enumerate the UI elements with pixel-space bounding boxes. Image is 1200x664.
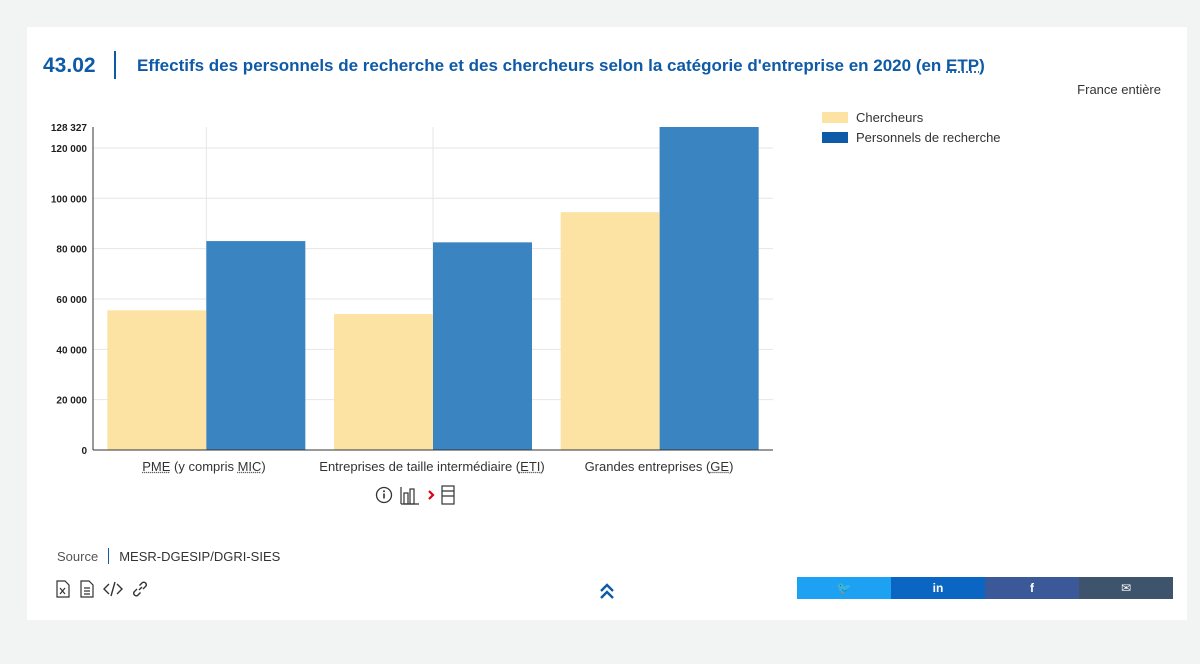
chart-title: Effectifs des personnels de recherche et… <box>137 56 985 76</box>
double-chevron-up-icon <box>598 583 616 604</box>
share-facebook-button[interactable]: f <box>985 577 1079 599</box>
share-linkedin-button[interactable]: in <box>891 577 985 599</box>
x-tick-label-eti: Entreprises de taille intermédiaire (ETI… <box>319 459 545 474</box>
bar-chart: 0 20 000 40 000 60 000 80 000 100 000 120 000 1… <box>51 123 773 457</box>
source-value: MESR-DGESIP/DGRI-SIES <box>119 548 281 564</box>
legend-label-personnels: Personnels de recherche <box>856 129 1001 145</box>
y-tick-label-5: 100 000 <box>51 194 88 205</box>
title-end: ) <box>979 56 985 75</box>
legend-label-chercheurs: Chercheurs <box>856 109 924 125</box>
bar-personnels-0 <box>206 241 306 450</box>
toggle-chevron-icon <box>427 489 435 501</box>
legend-swatch-personnels <box>822 131 848 143</box>
document-icon[interactable] <box>79 580 95 598</box>
chart-code: 43.02 <box>43 54 96 77</box>
y-tick-label-1: 20 000 <box>56 396 87 407</box>
x-tick-label-ge: Grandes entreprises (GE) <box>584 459 734 474</box>
share-bar: 🐦 in f ✉ <box>797 577 1173 599</box>
share-twitter-button[interactable]: 🐦 <box>797 577 891 599</box>
source-separator <box>108 548 110 564</box>
legend-swatch-chercheurs <box>822 111 848 123</box>
x-abbr-eti: ETI <box>520 459 541 474</box>
email-icon: ✉ <box>1120 581 1132 595</box>
bar-chercheurs-2 <box>560 212 660 450</box>
y-tick-label-3: 60 000 <box>56 295 87 306</box>
view-toggle <box>375 485 455 505</box>
y-tick-label-4: 80 000 <box>56 245 87 256</box>
header-separator <box>114 51 116 79</box>
bar-chercheurs-1 <box>334 314 433 450</box>
title-abbr: ETP <box>946 56 980 75</box>
x-abbr-mic: MIC <box>237 459 262 474</box>
y-tick-label-6: 120 000 <box>51 144 88 155</box>
y-tick-label-2: 40 000 <box>56 345 87 356</box>
legend-item-personnels[interactable]: Personnels de recherche <box>822 127 1001 147</box>
link-icon[interactable] <box>131 580 149 598</box>
legend: Chercheurs Personnels de recherche <box>822 107 1001 147</box>
chart-card: 43.02 Effectifs des personnels de recher… <box>27 27 1187 620</box>
linkedin-icon: in <box>932 581 944 595</box>
geographic-scope: France entière <box>1077 82 1161 97</box>
share-email-button[interactable]: ✉ <box>1079 577 1173 599</box>
source-label: Source <box>57 548 99 564</box>
bar-personnels-2 <box>659 127 759 450</box>
x-tick-label-pme: PME (y compris MIC) <box>142 459 266 474</box>
facebook-icon: f <box>1030 581 1034 595</box>
bar-chart-icon[interactable] <box>399 485 421 505</box>
embed-code-icon[interactable] <box>103 580 123 598</box>
y-tick-label-0: 0 <box>81 446 87 457</box>
x-abbr-pme: PME <box>142 459 171 474</box>
download-tools <box>55 580 149 598</box>
title-main: Effectifs des personnels de recherche et… <box>137 56 947 75</box>
twitter-icon: 🐦 <box>836 581 852 595</box>
info-icon[interactable] <box>375 486 393 504</box>
bar-chercheurs-0 <box>107 310 207 450</box>
source: Source MESR-DGESIP/DGRI-SIES <box>57 548 280 564</box>
bar-personnels-1 <box>433 242 532 450</box>
excel-file-icon[interactable] <box>55 580 71 598</box>
scroll-top-button[interactable] <box>598 582 616 605</box>
x-abbr-ge: GE <box>710 459 730 474</box>
y-tick-label-7: 128 327 <box>51 123 88 134</box>
legend-item-chercheurs[interactable]: Chercheurs <box>822 107 1001 127</box>
table-icon[interactable] <box>441 485 455 505</box>
